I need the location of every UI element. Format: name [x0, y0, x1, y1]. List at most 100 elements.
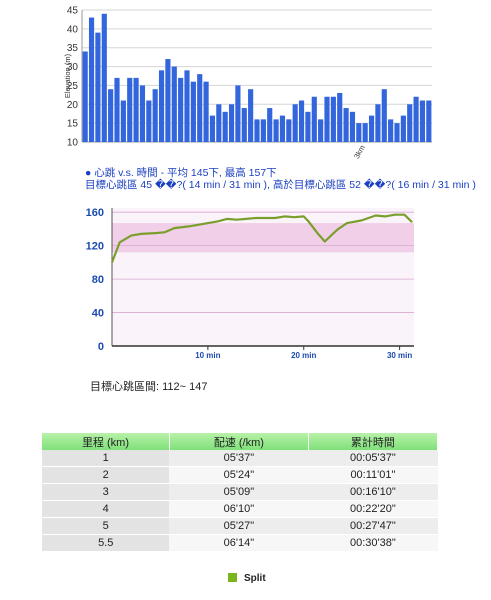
- hr-y-tick-label: 40: [92, 308, 104, 320]
- elev-bar: [292, 104, 298, 142]
- elev-bar: [375, 104, 381, 142]
- elev-x-tick-label: 3km: [352, 144, 367, 161]
- elev-bar: [101, 13, 107, 143]
- target-zone-label: 目標心跳區間:: [90, 381, 163, 393]
- elev-y-tick-label: 15: [67, 119, 79, 130]
- hr-x-tick-label: 30 min: [387, 351, 412, 360]
- split-cumulative-cell: 00:11'01": [308, 466, 438, 484]
- split-row: 3 05'09" 00:16'10": [42, 483, 438, 501]
- split-distance-cell: 5.5: [42, 534, 170, 552]
- elev-bar: [286, 119, 292, 142]
- elev-bar: [203, 81, 209, 142]
- elev-bar: [298, 100, 305, 142]
- elev-bar: [426, 100, 432, 142]
- elev-bar: [235, 85, 241, 142]
- elev-bar: [158, 70, 165, 142]
- hr-y-tick-label: 80: [92, 274, 104, 286]
- split-pace-cell: 06'14": [169, 534, 309, 552]
- elev-bar: [95, 32, 101, 142]
- splits-header-row: 里程 (km) 配速 (/km) 累計時間: [42, 433, 439, 450]
- elev-bar: [127, 77, 133, 142]
- elev-bar: [362, 123, 368, 142]
- legend-label: Split: [244, 573, 266, 584]
- split-pace-cell: 05'37": [169, 450, 309, 467]
- hr-target-zone-band: [112, 223, 414, 253]
- elev-y-axis-label: Elevation (m): [63, 53, 72, 98]
- elev-y-tick-label: 20: [67, 100, 79, 111]
- hr-y-tick-label: 0: [98, 341, 104, 353]
- header-distance: 里程 (km): [42, 433, 170, 450]
- heart-rate-summary: ● 心跳 v.s. 時間 - 平均 145下, 最高 157下: [85, 167, 277, 179]
- elev-bar: [337, 92, 343, 142]
- elev-bar: [381, 89, 387, 142]
- elev-y-tick-label: 35: [67, 43, 79, 54]
- elev-bar: [120, 100, 126, 142]
- elev-bar: [82, 51, 88, 142]
- elev-bar: [368, 115, 375, 142]
- elev-bar: [241, 108, 247, 142]
- split-distance-cell: 4: [42, 500, 170, 518]
- elev-bar: [419, 100, 426, 142]
- elev-bar: [197, 74, 203, 142]
- elev-bar: [139, 85, 146, 142]
- elev-bar: [178, 77, 184, 142]
- elev-bar: [114, 77, 120, 142]
- split-cumulative-cell: 00:27'47": [308, 517, 438, 535]
- hr-x-tick-label: 20 min: [291, 351, 316, 360]
- elev-bar: [146, 100, 152, 142]
- elev-bar: [318, 119, 324, 142]
- elevation-chart: 10 15 20 25 30 35 40 45 Elevation (m) 3km: [63, 6, 432, 161]
- elev-bar: [407, 104, 413, 142]
- elev-bar: [267, 108, 273, 142]
- elev-bar: [222, 111, 228, 142]
- split-row: 5 05'27" 00:27'47": [42, 517, 438, 535]
- elev-bar: [343, 108, 349, 142]
- split-row: 4 06'10" 00:22'20": [42, 500, 438, 518]
- heart-rate-header: ● 心跳 v.s. 時間 - 平均 145下, 最高 157下 目標心跳區 45…: [85, 167, 485, 191]
- hr-x-tick-label: 10 min: [195, 351, 220, 360]
- split-pace-cell: 06'10": [169, 500, 309, 518]
- split-row: 5.5 06'14" 00:30'38": [42, 534, 438, 552]
- header-pace: 配速 (/km): [169, 433, 309, 450]
- hr-y-tick-label: 120: [86, 241, 104, 253]
- split-cumulative-cell: 00:22'20": [308, 500, 438, 518]
- elev-bar: [413, 96, 419, 142]
- elev-bar: [152, 89, 158, 142]
- split-distance-cell: 1: [42, 450, 170, 467]
- elev-bar: [190, 81, 196, 142]
- elev-bar: [356, 123, 362, 142]
- split-row: 2 05'24" 00:11'01": [42, 466, 438, 484]
- splits-table: 里程 (km) 配速 (/km) 累計時間 1 05'37" 00:05'37" 2 0…: [42, 433, 439, 552]
- elev-y-tick-label: 40: [67, 24, 79, 35]
- elev-bar: [165, 59, 171, 142]
- hr-y-tick-label: 160: [86, 207, 104, 219]
- elev-bar: [171, 66, 177, 142]
- split-distance-cell: 3: [42, 483, 170, 501]
- elev-bar: [305, 111, 311, 142]
- split-cumulative-cell: 00:30'38": [308, 534, 438, 552]
- split-pace-cell: 05'24": [169, 466, 309, 484]
- elev-y-tick-label: 25: [67, 81, 79, 92]
- elev-bar: [279, 115, 286, 142]
- elev-bar: [260, 119, 266, 142]
- elev-bar: [388, 119, 394, 142]
- elev-bar: [254, 119, 260, 142]
- split-pace-cell: 05'27": [169, 517, 309, 535]
- elev-bar: [324, 96, 330, 142]
- elev-bar: [209, 115, 216, 142]
- elev-bar: [330, 96, 336, 142]
- elev-bar: [248, 89, 254, 142]
- target-zone-value: 112~ 147: [162, 381, 208, 393]
- elev-bar: [394, 123, 400, 142]
- split-distance-cell: 2: [42, 466, 170, 484]
- elev-bar: [273, 119, 279, 142]
- split-distance-cell: 5: [42, 517, 170, 535]
- elev-y-tick-label: 10: [67, 138, 79, 149]
- split-cumulative-cell: 00:05'37": [308, 450, 438, 467]
- elev-bar: [400, 115, 406, 142]
- split-pace-cell: 05'09": [169, 483, 309, 501]
- legend-swatch: [228, 573, 237, 582]
- legend: Split: [228, 573, 266, 584]
- elev-bar: [311, 96, 317, 142]
- elev-bar: [216, 104, 222, 142]
